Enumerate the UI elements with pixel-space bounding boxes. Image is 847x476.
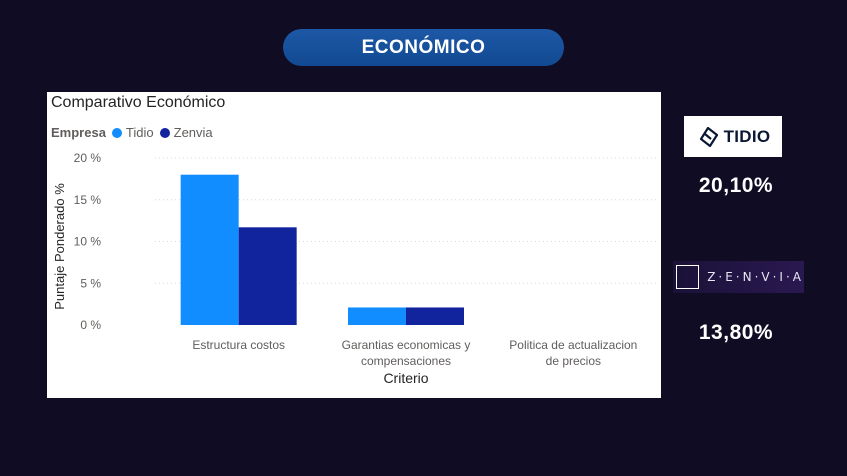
x-tick-label: de precios [546,354,601,368]
x-tick-label: Garantias economicas y [342,338,471,352]
section-title: ECONÓMICO [361,36,486,58]
x-tick-label: Politica de actualizacion [509,338,637,352]
y-tick-label: 5 % [80,276,101,290]
zenvia-score: 13,80% [698,321,774,344]
zenvia-logo: Z·E·N·V·I·A [673,261,804,293]
bar-zenvia [238,227,297,325]
x-tick-label: Estructura costos [192,338,285,352]
legend-dot-zenvia [159,127,170,138]
x-tick-label: compensaciones [361,354,451,368]
legend-title: Empresa [51,125,106,140]
tidio-score: 20,10% [698,174,774,197]
zenvia-logo-text: Z·E·N·V·I·A [707,270,804,284]
tidio-logo: TIDIO [684,116,782,157]
y-tick-label: 0 % [80,318,101,332]
legend-dot-tidio [111,127,122,138]
bar-tidio [180,174,239,325]
tidio-mark-icon [699,126,718,147]
bar-tidio [348,307,406,325]
bar-zenvia [406,307,464,325]
legend-item-zenvia[interactable]: Zenvia [159,125,213,140]
chart-card: Comparativo Económico Empresa Tidio Zenv… [47,92,661,398]
chart-plot-area: 0 % 5 % 10 % 15 % 20 % Puntaje Ponderado % Est… [52,151,657,386]
zenvia-mark-icon [676,265,700,289]
legend-label-tidio: Tidio [125,125,154,140]
chart-title: Comparativo Económico [51,94,226,111]
y-axis-title: Puntaje Ponderado % [52,183,67,310]
tidio-logo-text: TIDIO [723,126,771,146]
x-axis-title: Criterio [383,370,428,386]
y-tick-label: 20 % [74,151,102,165]
y-tick-label: 10 % [74,235,102,249]
legend-label-zenvia: Zenvia [173,125,213,140]
section-title-pill: ECONÓMICO [283,29,564,66]
legend-item-tidio[interactable]: Tidio [111,125,154,140]
y-tick-label: 15 % [74,193,102,207]
chart-legend: Empresa Tidio Zenvia [51,125,219,140]
